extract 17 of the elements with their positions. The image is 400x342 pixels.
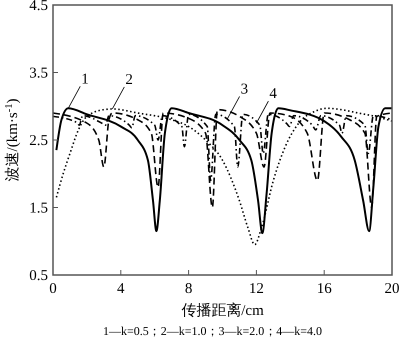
annotation: 4: [269, 86, 278, 102]
x-axis-title: 传播距离/cm: [181, 302, 264, 319]
y-tick-label: 4.5: [29, 0, 48, 14]
x-tick-label: 20: [384, 281, 400, 297]
y-tick-label: 1.5: [29, 200, 48, 216]
y-tick-label: 0.5: [29, 268, 48, 284]
annotation: 3: [240, 81, 248, 98]
annotation: 1: [81, 71, 89, 88]
annotation: 2: [125, 72, 133, 88]
x-tick-label: 12: [248, 281, 264, 297]
x-tick-label: 8: [184, 281, 192, 297]
x-tick-label: 16: [316, 281, 332, 297]
text: 1—k=0.5；2—k=1.0；3—k=2.0；4—k=4.0: [102, 324, 322, 338]
x-tick-label: 0: [49, 281, 57, 297]
x-tick-label: 4: [117, 281, 126, 297]
y-tick-label: 2.5: [29, 133, 48, 149]
y-tick-label: 3.5: [29, 66, 48, 82]
